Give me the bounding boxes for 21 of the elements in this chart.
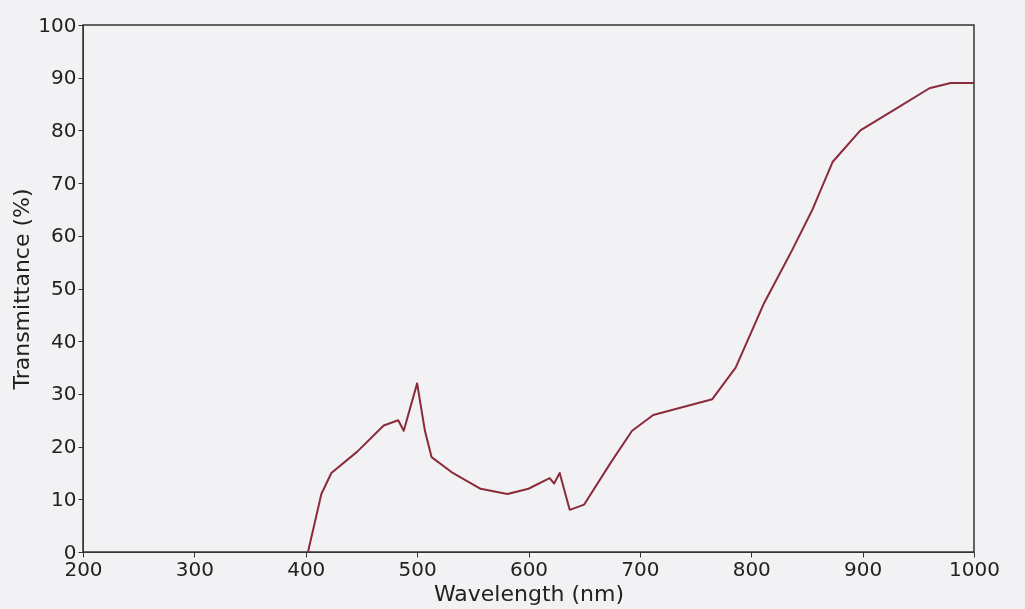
x-tick-label: 600 xyxy=(509,556,549,581)
x-axis-title: Wavelength (nm) xyxy=(433,580,625,606)
line-series xyxy=(306,81,975,553)
y-tick-label: 10 xyxy=(51,486,77,511)
y-tick-label: 40 xyxy=(51,328,77,353)
y-tick-label: 60 xyxy=(51,223,77,248)
x-tick-label: 500 xyxy=(398,556,437,581)
y-tick-label: 70 xyxy=(51,170,77,195)
y-axis-title: Transmittance (%) xyxy=(9,188,35,391)
x-tick-label: 300 xyxy=(175,556,214,581)
y-tick-label: 30 xyxy=(51,381,77,406)
x-tick-label: 900 xyxy=(844,556,883,581)
y-tick-label: 80 xyxy=(51,117,77,142)
x-tick-label: 400 xyxy=(287,556,326,581)
x-tick-label: 700 xyxy=(621,556,660,581)
x-tick-label: 800 xyxy=(732,556,771,581)
y-tick-label: 50 xyxy=(51,276,77,300)
x-tick-label: 1000 xyxy=(949,556,1000,581)
y-tick-label: 90 xyxy=(51,65,77,90)
y-tick-label: 20 xyxy=(51,434,77,459)
y-tick-label: 100 xyxy=(38,12,77,37)
